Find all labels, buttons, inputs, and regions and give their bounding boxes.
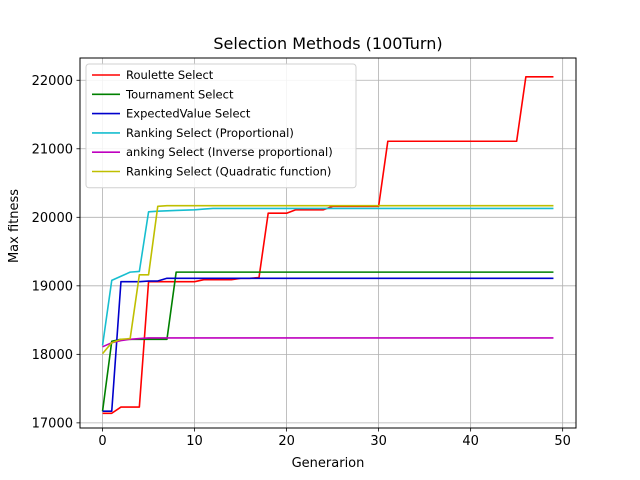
y-axis-label: Max fitness <box>7 189 22 263</box>
x-tick-label: 50 <box>554 434 571 449</box>
x-axis-label: Generarion <box>292 456 365 471</box>
series-lines <box>101 76 554 415</box>
y-tick-label: 21000 <box>32 142 73 157</box>
legend-label: Ranking Select (Quadratic function) <box>126 165 331 179</box>
legend: Roulette Select Tournament Select Expected… <box>85 63 357 189</box>
y-tick-label: 17000 <box>32 416 73 431</box>
legend-label: Roulette Select <box>126 68 214 82</box>
y-tick-label: 19000 <box>32 279 73 294</box>
series-line-4 <box>101 207 554 346</box>
axis-ticks: 0 10 20 30 40 50 17000 18000 19000 20000 21000 2200… <box>32 74 571 449</box>
x-tick-label: 10 <box>186 434 203 449</box>
y-tick-label: 18000 <box>32 348 73 363</box>
x-tick-label: 30 <box>370 434 387 449</box>
legend-label: anking Select (Inverse proportional) <box>126 145 333 159</box>
legend-label: Tournament Select <box>125 87 234 101</box>
series-line-3 <box>102 277 554 413</box>
series-line-5 <box>102 337 554 348</box>
x-tick-label: 0 <box>98 434 106 449</box>
y-tick-label: 20000 <box>32 211 73 226</box>
legend-label: Ranking Select (Proportional) <box>126 126 294 140</box>
y-tick-label: 22000 <box>32 74 73 89</box>
chart-title: Selection Methods (100Turn) <box>213 34 442 53</box>
x-tick-label: 40 <box>462 434 479 449</box>
legend-label: ExpectedValue Select <box>126 107 251 121</box>
legend-box <box>85 63 357 189</box>
series-line-6 <box>101 204 554 355</box>
plot-area-frame <box>79 57 577 429</box>
x-tick-label: 20 <box>278 434 295 449</box>
